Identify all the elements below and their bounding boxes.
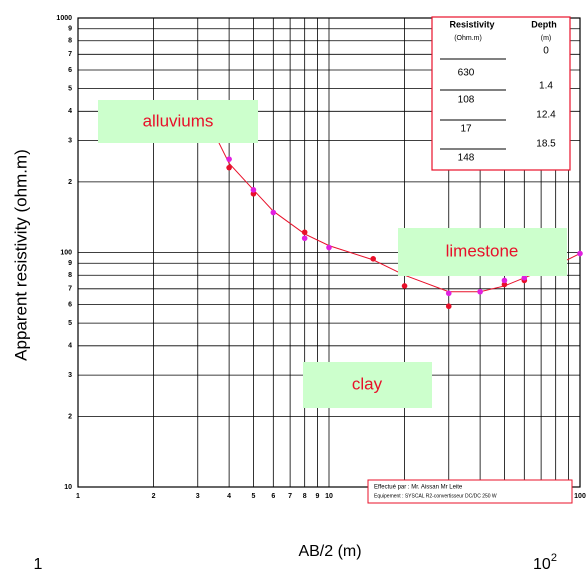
footer-line: Equipement : SYSCAL R2-convertisseur DC/… [374, 493, 497, 499]
y-tick-label: 10 [64, 484, 72, 491]
table-header: Depth [531, 19, 557, 29]
annotation-box [398, 228, 567, 276]
data-point [226, 156, 232, 162]
x-tick-label: 5 [251, 493, 255, 500]
annotation-box [98, 100, 258, 143]
data-point [226, 164, 232, 171]
y-tick-label: 8 [68, 38, 72, 45]
model-table: Resistivity Depth (Ohm.m) (m) 0 630 1.4 … [431, 16, 571, 171]
y-tick-label: 8 [68, 272, 72, 279]
data-point [501, 277, 508, 284]
resistivity: 148 [458, 153, 475, 164]
x-tick-label: 1 [76, 493, 80, 500]
y-tick-label: 2 [68, 413, 72, 420]
depth: 12.4 [536, 110, 556, 121]
table-frame [431, 16, 571, 171]
y-tick-label: 2 [68, 179, 72, 186]
base: 10 [533, 556, 551, 573]
table-header: Resistivity [449, 19, 494, 29]
x-tick-label: 4 [227, 493, 231, 500]
table-unit: (m) [541, 35, 552, 42]
data-point [577, 250, 583, 257]
depth: 1.4 [539, 81, 553, 92]
resistivity: 17 [460, 124, 472, 135]
x-axis-label: AB/2 (m) [298, 543, 361, 560]
y-axis-label: Apparent resistivity (ohm.m) [11, 149, 30, 361]
data-point [370, 256, 376, 262]
y-tick-label: 5 [68, 320, 72, 327]
data-point [301, 235, 308, 242]
annotation: clay [352, 374, 383, 393]
table-unit: (Ohm.m) [454, 35, 482, 42]
data-point [521, 275, 528, 281]
data-point [477, 288, 483, 295]
fitted-curve [214, 133, 581, 293]
x-corner-min: 1 [34, 556, 43, 573]
data-point [250, 190, 257, 197]
y-tick-label: 7 [68, 51, 72, 58]
depth: 0 [543, 46, 549, 57]
data-point [326, 244, 332, 251]
y-tick-label: 4 [68, 108, 72, 115]
y-tick-label: 4 [68, 343, 72, 350]
y-tick-label: 3 [68, 137, 72, 144]
x-tick-label: 7 [288, 493, 292, 500]
annotation: alluviums [143, 111, 214, 130]
y-tick-label: 9 [68, 26, 72, 33]
y-tick-label: 6 [68, 67, 72, 74]
footer-line: Effectué par : Mr. Aissan Mr Leite [374, 485, 463, 491]
data-point [301, 229, 308, 236]
y-tick-label: 1000 [56, 15, 72, 22]
y-tick-label: 5 [68, 85, 72, 92]
resistivity: 630 [458, 68, 475, 79]
y-tick-label: 7 [68, 286, 72, 293]
x-tick-label: 6 [271, 493, 275, 500]
x-tick-label: 100 [574, 493, 586, 500]
annotation-box [303, 362, 432, 408]
x-tick-label: 9 [316, 493, 320, 500]
y-tick-label: 9 [68, 260, 72, 267]
footer-box [367, 479, 573, 504]
exponent: 2 [551, 552, 557, 564]
x-tick-label: 10 [325, 493, 333, 500]
annotation: limestone [446, 241, 519, 260]
x-tick-label: 8 [303, 493, 307, 500]
data-point [445, 290, 452, 297]
x-corner-max: 102 [533, 552, 557, 573]
data-point [270, 209, 277, 216]
data-point [445, 303, 452, 310]
data-point [401, 283, 408, 289]
resistivity: 108 [458, 95, 475, 106]
data-point [501, 281, 508, 288]
y-tick-label: 6 [68, 301, 72, 308]
y-tick-label: 100 [60, 249, 72, 256]
x-tick-label: 3 [196, 493, 200, 500]
y-tick-label: 3 [68, 372, 72, 379]
data-point [250, 187, 257, 193]
x-tick-label: 2 [152, 493, 156, 500]
depth: 18.5 [536, 139, 556, 150]
